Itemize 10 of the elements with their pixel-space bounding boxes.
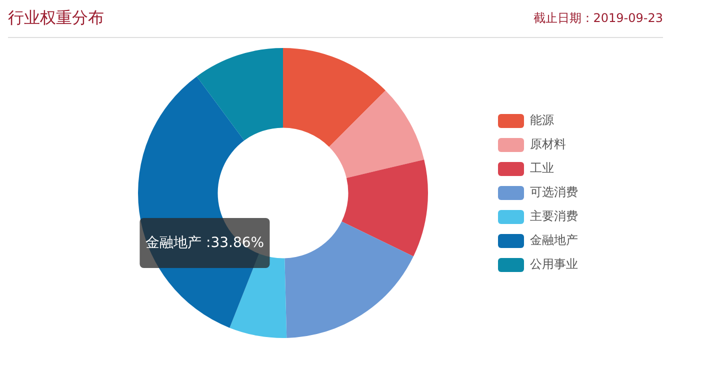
legend-label: 金融地产 <box>530 233 578 248</box>
legend-label: 原材料 <box>530 137 566 152</box>
chart-subtitle: 截止日期：2019-09-23 <box>533 10 663 27</box>
chart-title: 行业权重分布 <box>8 8 104 29</box>
data-label: 金融地产 :33.86% <box>140 218 270 268</box>
legend-label: 能源 <box>530 113 554 128</box>
legend-label: 公用事业 <box>530 257 578 272</box>
legend-label: 可选消费 <box>530 185 578 200</box>
legend-label: 主要消费 <box>530 209 578 224</box>
legend-label: 工业 <box>530 161 554 176</box>
